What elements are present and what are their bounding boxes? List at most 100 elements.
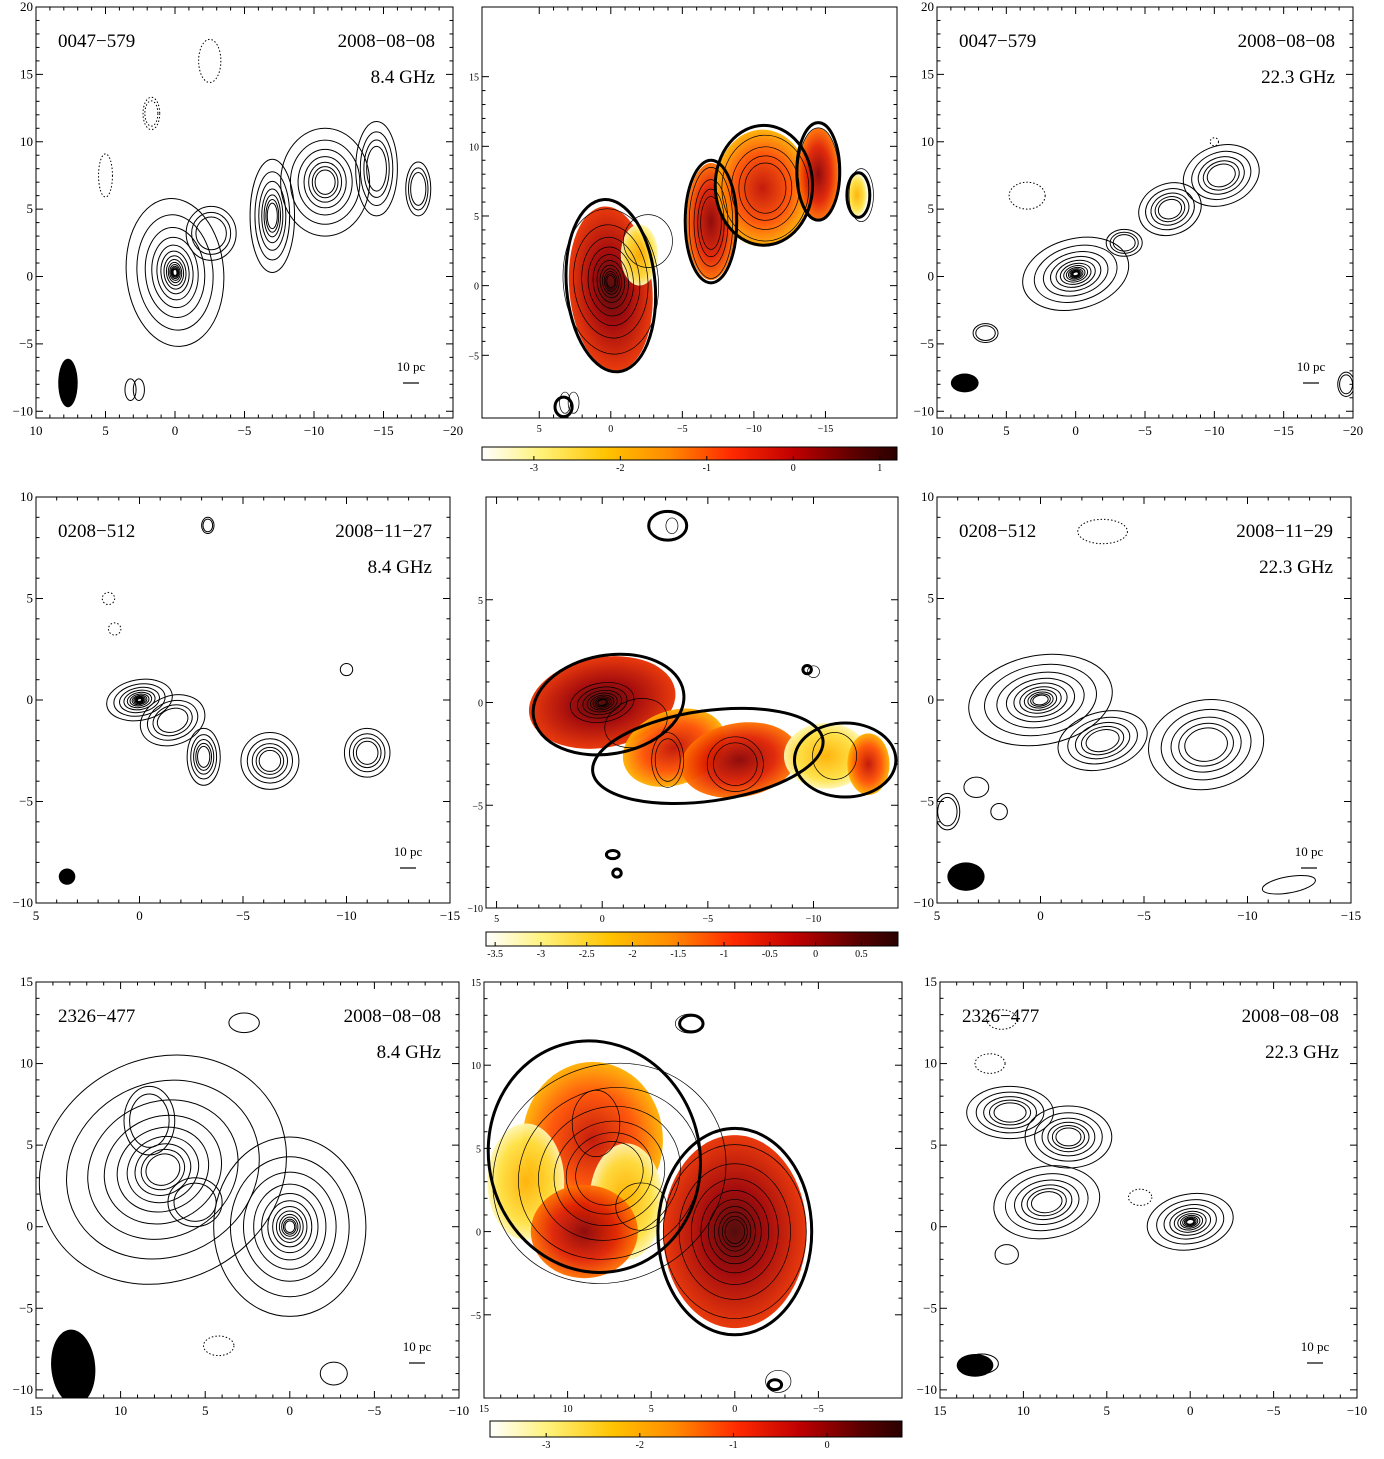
contour-line — [1160, 708, 1252, 781]
contour-line — [129, 693, 150, 707]
contour-line — [706, 736, 764, 792]
beam-ellipse — [58, 358, 78, 408]
contour-line — [968, 653, 1113, 747]
x-tick-label: 10 — [563, 1404, 573, 1415]
x-tick-label: 15 — [479, 1404, 489, 1415]
spectral-index-map — [847, 733, 890, 795]
y-tick-label: −10 — [917, 1382, 937, 1397]
contour-line — [1033, 244, 1118, 303]
frequency: 8.4 GHz — [371, 67, 435, 88]
contour-line — [265, 199, 280, 233]
colorbar-tick-label: 0 — [813, 949, 818, 960]
contour-line — [605, 273, 617, 290]
contour-line — [66, 1079, 260, 1260]
x-tick-label: 5 — [494, 914, 499, 925]
y-tick-label: 0 — [928, 269, 935, 284]
contour-line — [1146, 1192, 1234, 1251]
x-tick-label: −10 — [806, 914, 822, 925]
contour-line — [1047, 1121, 1090, 1153]
contour-panel: 2326−477 2008−08−08 8.4 GHz 10 pc 15 10 5 0 −5 −1… — [13, 974, 470, 1418]
contour-panel: 0208−512 2008−11−29 22.3 GHz 10 pc 5 0 −5 −10 −1… — [914, 489, 1362, 923]
x-tick-label: 0 — [608, 424, 613, 435]
contour-line — [597, 699, 607, 706]
contour-line — [1055, 259, 1096, 288]
contour-line — [848, 168, 874, 222]
contour-line — [87, 1099, 239, 1240]
panel-content — [58, 516, 391, 885]
spectral-index-map — [530, 1185, 638, 1279]
y-tick-label: 0 — [474, 282, 479, 293]
contour-line — [228, 1012, 260, 1034]
contour-line — [308, 161, 343, 203]
y-tick-label: −5 — [468, 351, 479, 362]
contour-line — [738, 155, 793, 221]
y-tick-label: −10 — [914, 403, 934, 418]
contour-line — [136, 698, 143, 702]
contour-line — [1023, 689, 1058, 711]
contour-line — [123, 1085, 176, 1156]
contour-line — [303, 156, 347, 209]
contour-line — [1080, 725, 1125, 756]
y-tick-label: 0 — [27, 269, 34, 284]
contour-line — [571, 1089, 621, 1157]
contour-line — [744, 162, 787, 214]
x-tick-label: −5 — [238, 423, 252, 438]
contour-line — [410, 172, 427, 206]
panel-content — [950, 137, 1353, 397]
contour-line — [599, 264, 622, 299]
panel-content — [58, 38, 432, 408]
source-name: 0208−512 — [58, 521, 135, 542]
contour-line — [1013, 682, 1068, 718]
contour-line — [289, 139, 361, 225]
contour-line — [242, 1171, 337, 1282]
contour-line — [1173, 1210, 1207, 1233]
beam-ellipse — [950, 373, 979, 393]
contour-line — [1027, 691, 1054, 709]
beam-ellipse — [58, 868, 76, 885]
negative-contour — [986, 1009, 1018, 1030]
spectral-index-map — [620, 224, 659, 286]
contour-line — [146, 699, 199, 741]
x-tick-label: 0 — [172, 423, 179, 438]
contour-line — [662, 1144, 807, 1319]
x-tick-label: 5 — [537, 424, 542, 435]
contour-line — [1021, 1184, 1073, 1221]
contour-line — [615, 1182, 667, 1231]
contour-line — [586, 692, 618, 713]
frequency: 22.3 GHz — [1259, 557, 1333, 578]
x-tick-label: 0 — [1187, 1403, 1194, 1418]
colorbar-tick-label: 0.5 — [855, 949, 868, 960]
contour-line — [1105, 228, 1143, 257]
contour-line — [587, 246, 634, 317]
y-tick-label: −10 — [467, 904, 483, 915]
contour-line — [123, 689, 156, 711]
contour-line — [1004, 1173, 1089, 1232]
panel-content — [937, 518, 1316, 895]
contour-line — [538, 1105, 681, 1241]
contour-line — [797, 127, 840, 221]
y-tick-label: 20 — [921, 0, 934, 14]
contour-line — [261, 1192, 319, 1261]
x-tick-label: −10 — [336, 908, 356, 923]
contour-line — [314, 169, 336, 195]
contour-line — [1030, 693, 1051, 707]
contour-line — [983, 1096, 1037, 1129]
contour-line — [582, 689, 622, 716]
contour-line — [126, 1136, 200, 1204]
contour-line — [366, 145, 387, 192]
contour-line — [348, 733, 386, 773]
contour-line — [596, 260, 625, 303]
contour-line — [1197, 156, 1245, 195]
contour-line — [1206, 163, 1236, 188]
y-tick-label: 15 — [924, 974, 937, 989]
figure-row-3: 2326−477 2008−08−08 8.4 GHz 10 pc 15 10 5 0 −5 −1… — [13, 974, 1368, 1451]
contour-line — [202, 518, 214, 533]
contour-line — [1024, 1105, 1113, 1169]
contour-group — [972, 137, 1353, 397]
contour-line — [129, 1093, 170, 1148]
contour-line — [990, 803, 1008, 821]
y-tick-label: 5 — [474, 212, 479, 223]
contour-line — [186, 727, 221, 786]
contour-line — [721, 134, 810, 242]
contour-line — [1184, 727, 1228, 762]
